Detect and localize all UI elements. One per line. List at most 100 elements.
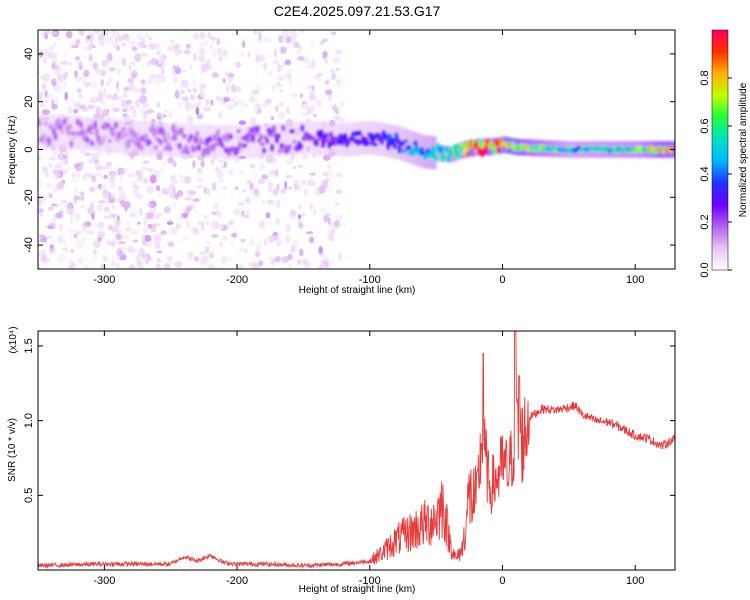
noise-speckle bbox=[108, 241, 117, 246]
noise-speckle bbox=[309, 202, 314, 211]
colorbar-tick-label: 0.2 bbox=[699, 214, 711, 229]
noise-speckle bbox=[218, 111, 223, 120]
ridge-halo bbox=[231, 125, 235, 159]
noise-speckle bbox=[83, 264, 89, 269]
noise-speckle bbox=[198, 168, 202, 173]
y-tick-label: 0 bbox=[23, 146, 35, 152]
noise-speckle bbox=[142, 178, 149, 184]
noise-speckle bbox=[97, 204, 103, 212]
noise-speckle bbox=[82, 224, 87, 232]
noise-speckle bbox=[299, 93, 304, 98]
noise-speckle bbox=[48, 193, 53, 198]
noise-speckle bbox=[135, 254, 142, 263]
ridge-cell bbox=[131, 129, 136, 138]
noise-speckle bbox=[83, 53, 87, 60]
noise-speckle bbox=[94, 172, 102, 177]
noise-speckle bbox=[192, 227, 200, 236]
ridge-halo bbox=[99, 118, 103, 152]
noise-speckle bbox=[238, 264, 244, 269]
noise-speckle bbox=[46, 91, 53, 100]
noise-speckle bbox=[285, 35, 291, 44]
noise-speckle bbox=[182, 235, 190, 241]
noise-speckle bbox=[207, 264, 216, 269]
noise-speckle bbox=[135, 170, 143, 177]
noise-speckle bbox=[103, 205, 108, 214]
noise-speckle bbox=[116, 80, 119, 90]
noise-speckle bbox=[261, 174, 269, 180]
noise-speckle bbox=[46, 257, 52, 263]
noise-speckle bbox=[192, 86, 198, 94]
noise-speckle bbox=[323, 154, 331, 162]
noise-speckle bbox=[130, 40, 136, 45]
ridge-cell bbox=[402, 148, 407, 154]
ridge-halo bbox=[109, 118, 113, 153]
y-tick-label: 0.5 bbox=[23, 488, 35, 503]
noise-speckle bbox=[153, 227, 157, 232]
noise-speckle bbox=[102, 255, 108, 263]
ridge-cell bbox=[445, 146, 450, 154]
noise-speckle bbox=[110, 243, 115, 248]
noise-speckle bbox=[144, 31, 151, 39]
ridge-halo bbox=[229, 125, 233, 159]
noise-speckle bbox=[56, 162, 63, 170]
ridge-cell bbox=[121, 126, 127, 132]
noise-speckle bbox=[186, 43, 191, 49]
noise-speckle bbox=[127, 83, 133, 92]
noise-speckle bbox=[123, 201, 131, 209]
ridge-halo bbox=[149, 121, 153, 156]
noise-speckle bbox=[228, 170, 234, 176]
noise-speckle bbox=[307, 84, 312, 90]
noise-speckle bbox=[323, 261, 330, 269]
noise-speckle bbox=[141, 251, 146, 260]
noise-speckle bbox=[196, 176, 204, 183]
ridge-halo bbox=[152, 121, 156, 156]
noise-speckle bbox=[291, 93, 299, 98]
noise-speckle bbox=[86, 35, 91, 40]
noise-speckle bbox=[194, 255, 200, 262]
noise-speckle bbox=[285, 223, 292, 233]
noise-speckle bbox=[274, 256, 281, 263]
noise-speckle bbox=[240, 51, 244, 57]
noise-speckle bbox=[198, 88, 205, 98]
ridge-halo bbox=[393, 125, 397, 159]
noise-speckle bbox=[284, 180, 288, 190]
noise-speckle bbox=[309, 62, 315, 70]
noise-speckle bbox=[154, 242, 161, 249]
noise-speckle bbox=[90, 202, 94, 211]
noise-speckle bbox=[79, 30, 85, 37]
noise-speckle bbox=[48, 156, 57, 161]
noise-speckle bbox=[187, 103, 195, 110]
noise-speckle bbox=[63, 50, 68, 57]
noise-speckle bbox=[297, 164, 304, 168]
y-tick-label: 1.5 bbox=[23, 338, 35, 353]
noise-speckle bbox=[289, 209, 297, 218]
ridge-halo bbox=[223, 125, 227, 159]
ridge-halo bbox=[295, 121, 299, 155]
noise-speckle bbox=[92, 240, 101, 249]
ridge-cell bbox=[123, 131, 128, 139]
noise-speckle bbox=[152, 58, 157, 63]
snr-frame bbox=[37, 330, 676, 571]
noise-speckle bbox=[58, 223, 64, 233]
noise-speckle bbox=[215, 166, 220, 172]
noise-speckle bbox=[247, 51, 251, 59]
ridge-cell bbox=[411, 148, 416, 157]
ridge-cell bbox=[300, 124, 305, 132]
noise-speckle bbox=[38, 208, 44, 214]
ridge-cell bbox=[78, 121, 84, 129]
noise-speckle bbox=[175, 43, 181, 50]
noise-speckle bbox=[68, 62, 72, 66]
noise-speckle bbox=[254, 103, 262, 109]
ridge-cell bbox=[281, 124, 286, 132]
noise-speckle bbox=[216, 37, 221, 46]
noise-speckle bbox=[74, 56, 81, 61]
noise-speckle bbox=[142, 160, 150, 164]
noise-speckle bbox=[139, 264, 144, 269]
noise-speckle bbox=[46, 225, 54, 229]
noise-speckle bbox=[259, 55, 265, 62]
ridge-cell bbox=[93, 120, 98, 129]
noise-speckle bbox=[233, 209, 241, 216]
noise-speckle bbox=[182, 96, 190, 101]
x-tick-label: -300 bbox=[93, 274, 115, 286]
noise-speckle bbox=[110, 104, 116, 111]
